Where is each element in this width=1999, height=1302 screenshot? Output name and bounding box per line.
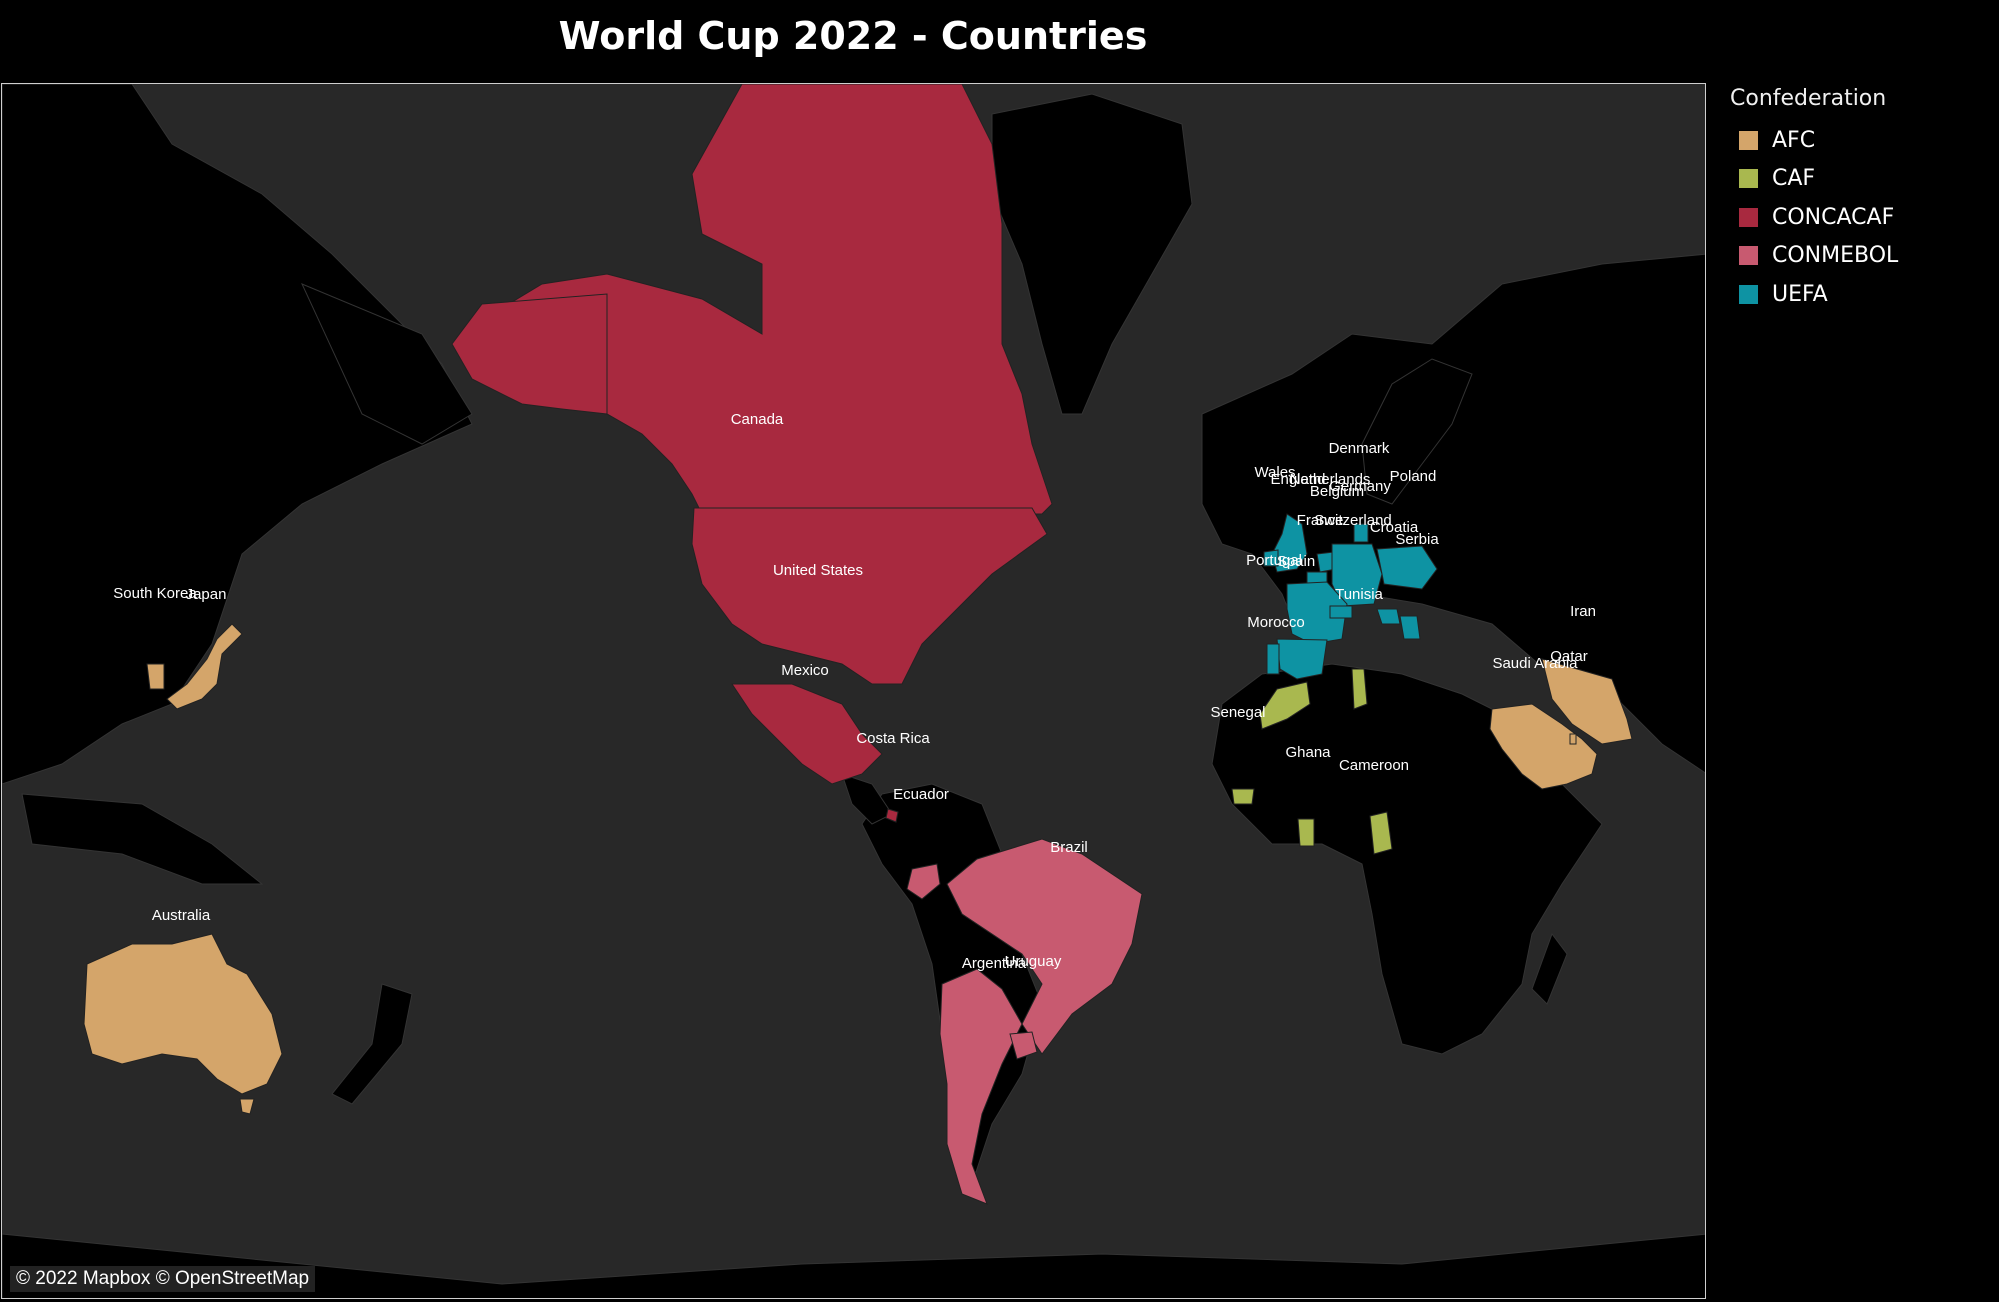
country-morocco-shape[interactable] (1259, 681, 1311, 730)
region-afc (83, 623, 1633, 1115)
country-croatia-shape[interactable] (1376, 608, 1401, 625)
label-spain: Spain (1277, 553, 1315, 570)
label-united-states: United States (773, 562, 863, 579)
legend-item-afc[interactable]: AFC (1730, 121, 1898, 160)
label-ecuador: Ecuador (893, 786, 949, 803)
country-qatar-shape[interactable] (1569, 733, 1577, 745)
country-mexico-shape[interactable] (731, 683, 883, 785)
country-south-korea-shape[interactable] (146, 663, 165, 690)
label-serbia: Serbia (1395, 531, 1439, 548)
map-attribution[interactable]: © 2022 Mapbox © OpenStreetMap (10, 1266, 316, 1292)
country-senegal-shape[interactable] (1231, 788, 1255, 805)
region-caf (1231, 668, 1393, 855)
country-saudi-arabia-shape[interactable] (1489, 703, 1598, 790)
land-scandinavia (1361, 358, 1473, 505)
label-croatia: Croatia (1370, 519, 1419, 536)
legend-item-conmebol[interactable]: CONMEBOL (1730, 237, 1898, 276)
legend-swatch-concacaf (1739, 207, 1758, 227)
land-indonesia (21, 793, 264, 885)
country-wales-shape[interactable] (1263, 549, 1279, 567)
country-brazil-shape[interactable] (946, 838, 1143, 1055)
land-siberia-tip (301, 283, 473, 445)
country-tunisia-shape[interactable] (1351, 668, 1368, 710)
legend-swatch-caf (1739, 169, 1758, 189)
label-south-korea: South Korea (113, 585, 197, 602)
land-africa (1211, 663, 1603, 1055)
country-portugal-shape[interactable] (1266, 643, 1280, 675)
label-tunisia: Tunisia (1335, 586, 1383, 603)
label-argentina: Argentina (962, 955, 1027, 972)
label-mexico: Mexico (781, 662, 829, 679)
country-england-shape[interactable] (1271, 513, 1308, 573)
land-madagascar (1531, 932, 1568, 1005)
country-argentina-shape[interactable] (939, 968, 1023, 1205)
legend-swatch-afc (1739, 130, 1758, 150)
legend-label-afc: AFC (1772, 127, 1816, 153)
label-denmark: Denmark (1329, 440, 1390, 457)
country-ghana-shape[interactable] (1297, 818, 1315, 847)
label-australia: Australia (152, 907, 211, 924)
legend-swatch-uefa (1739, 284, 1758, 304)
country-denmark-shape[interactable] (1353, 523, 1369, 543)
label-iran: Iran (1570, 603, 1596, 620)
land-new-zealand (331, 983, 413, 1105)
region-concacaf (451, 84, 1053, 823)
land-central-america (841, 773, 893, 825)
country-japan-shape[interactable] (166, 623, 243, 710)
label-costa-rica: Costa Rica (856, 730, 930, 747)
land-other (2, 84, 1705, 1298)
country-alaska-shape[interactable] (451, 293, 608, 415)
legend-label-caf: CAF (1772, 166, 1816, 192)
label-poland: Poland (1390, 468, 1437, 485)
map-title: World Cup 2022 - Countries (558, 14, 1148, 58)
country-serbia-shape[interactable] (1399, 615, 1421, 640)
label-belgium: Belgium (1310, 483, 1364, 500)
region-uefa (1263, 513, 1438, 680)
land-greenland (991, 93, 1193, 415)
label-netherlands: Netherlands (1290, 471, 1371, 488)
label-switzerland: Switzerland (1314, 512, 1392, 529)
country-australia-shape[interactable] (83, 933, 283, 1095)
country-ecuador-shape[interactable] (906, 863, 941, 900)
country-cameroon-shape[interactable] (1369, 811, 1393, 855)
map-view[interactable]: Canada United States Mexico Costa Rica E… (1, 83, 1706, 1299)
legend-label-uefa: UEFA (1772, 281, 1828, 307)
country-switzerland-shape[interactable] (1329, 605, 1353, 619)
label-japan: Japan (186, 586, 227, 603)
region-conmebol (906, 838, 1143, 1205)
label-portugal: Portugal (1246, 552, 1302, 569)
label-england: England (1270, 471, 1325, 488)
legend-label-conmebol: CONMEBOL (1772, 243, 1899, 269)
label-germany: Germany (1329, 478, 1391, 495)
country-costa-rica-shape[interactable] (885, 808, 899, 823)
country-poland-shape[interactable] (1376, 545, 1438, 590)
country-germany-shape[interactable] (1331, 543, 1383, 607)
land-asia-west-edge (2, 84, 473, 785)
country-uruguay-shape[interactable] (1009, 1031, 1038, 1060)
label-cameroon: Cameroon (1339, 757, 1409, 774)
legend-title: Confederation (1730, 86, 1887, 111)
country-iran-shape[interactable] (1541, 658, 1633, 745)
label-canada: Canada (731, 411, 784, 428)
label-ghana: Ghana (1285, 744, 1331, 761)
legend-label-concacaf: CONCACAF (1772, 204, 1895, 230)
label-qatar: Qatar (1550, 648, 1588, 665)
label-morocco: Morocco (1247, 614, 1305, 631)
legend-item-concacaf[interactable]: CONCACAF (1730, 198, 1898, 237)
legend: Confederation AFC CAF CONCACAF CONMEBOL … (1730, 86, 1898, 314)
legend-item-uefa[interactable]: UEFA (1730, 275, 1898, 314)
label-wales: Wales (1254, 464, 1295, 481)
country-tasmania-shape[interactable] (239, 1098, 255, 1115)
label-france: France (1297, 512, 1344, 529)
legend-swatch-conmebol (1739, 246, 1758, 266)
label-saudi-arabia: Saudi Arabia (1492, 655, 1578, 672)
world-map[interactable]: Canada United States Mexico Costa Rica E… (2, 84, 1706, 1299)
land-antarctica (2, 1233, 1705, 1298)
label-senegal: Senegal (1210, 704, 1265, 721)
legend-item-caf[interactable]: CAF (1730, 160, 1898, 199)
label-uruguay: Uruguay (1005, 953, 1062, 970)
country-labels: Canada United States Mexico Costa Rica E… (113, 411, 1596, 972)
country-united-states-shape[interactable] (691, 507, 1048, 685)
label-brazil: Brazil (1050, 839, 1088, 856)
